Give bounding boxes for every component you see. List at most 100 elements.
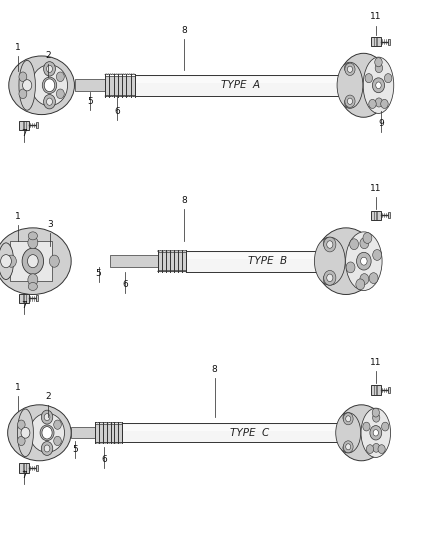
Circle shape — [346, 444, 351, 450]
Circle shape — [370, 425, 381, 440]
Bar — [123, 425, 360, 431]
Ellipse shape — [361, 408, 391, 457]
Ellipse shape — [346, 232, 382, 290]
Circle shape — [375, 58, 382, 67]
Circle shape — [18, 420, 25, 429]
Circle shape — [347, 66, 353, 72]
Bar — [135, 75, 364, 96]
Circle shape — [1, 255, 11, 268]
Text: 8: 8 — [181, 26, 187, 35]
Circle shape — [372, 408, 379, 417]
Bar — [75, 79, 105, 91]
Circle shape — [323, 273, 332, 285]
Circle shape — [343, 441, 353, 453]
Text: 8: 8 — [212, 365, 218, 374]
Circle shape — [344, 63, 352, 72]
Circle shape — [343, 443, 350, 452]
Circle shape — [350, 239, 359, 249]
Circle shape — [363, 422, 370, 431]
Text: 9: 9 — [378, 119, 384, 128]
Text: 7: 7 — [21, 471, 27, 480]
Bar — [10, 241, 52, 281]
Circle shape — [44, 414, 50, 421]
Ellipse shape — [18, 409, 33, 457]
Bar — [388, 212, 390, 219]
Circle shape — [19, 72, 27, 82]
Bar — [136, 77, 363, 83]
Bar — [36, 465, 38, 471]
Circle shape — [373, 443, 380, 452]
Bar — [19, 294, 29, 303]
Bar — [19, 463, 29, 473]
Text: 3: 3 — [47, 220, 53, 229]
Circle shape — [347, 98, 353, 104]
Ellipse shape — [0, 243, 14, 279]
Bar — [371, 211, 381, 220]
Text: 7: 7 — [21, 301, 27, 310]
Ellipse shape — [32, 65, 67, 106]
Circle shape — [381, 99, 388, 108]
Ellipse shape — [8, 405, 71, 461]
Circle shape — [360, 238, 369, 249]
Circle shape — [369, 273, 378, 284]
Ellipse shape — [9, 56, 74, 115]
Bar — [36, 122, 38, 128]
Text: TYPE  C: TYPE C — [230, 428, 269, 438]
Bar — [95, 424, 122, 442]
Text: 6: 6 — [122, 280, 128, 289]
Ellipse shape — [30, 413, 64, 453]
Circle shape — [22, 248, 44, 274]
Ellipse shape — [19, 60, 35, 110]
Circle shape — [363, 232, 372, 244]
Text: 5: 5 — [87, 96, 93, 106]
Circle shape — [376, 82, 381, 88]
Text: 6: 6 — [114, 107, 120, 116]
Text: 1: 1 — [14, 383, 21, 392]
Circle shape — [369, 99, 376, 108]
Circle shape — [345, 95, 355, 108]
Circle shape — [41, 441, 53, 455]
Circle shape — [41, 410, 53, 424]
Text: 2: 2 — [46, 51, 51, 60]
Bar — [158, 252, 186, 270]
Bar — [187, 253, 345, 259]
Circle shape — [44, 445, 50, 452]
Circle shape — [327, 274, 333, 281]
Circle shape — [373, 249, 381, 261]
Bar — [388, 38, 390, 45]
Circle shape — [344, 98, 352, 107]
Ellipse shape — [338, 53, 389, 117]
Circle shape — [367, 445, 374, 454]
Bar — [19, 120, 29, 130]
Bar — [36, 295, 38, 302]
Circle shape — [375, 98, 383, 107]
Circle shape — [360, 273, 369, 285]
Bar — [105, 76, 135, 95]
Ellipse shape — [28, 282, 37, 290]
Circle shape — [18, 437, 25, 446]
Text: 5: 5 — [95, 269, 102, 278]
Circle shape — [28, 237, 38, 248]
Circle shape — [385, 74, 392, 83]
Ellipse shape — [42, 77, 57, 93]
Text: 11: 11 — [370, 184, 381, 193]
Circle shape — [46, 98, 53, 106]
Text: 6: 6 — [101, 455, 107, 464]
Circle shape — [44, 79, 55, 92]
Circle shape — [357, 252, 371, 270]
Text: 1: 1 — [14, 43, 21, 52]
Circle shape — [372, 78, 385, 93]
Ellipse shape — [40, 425, 54, 441]
Bar — [71, 427, 95, 438]
Circle shape — [28, 255, 38, 268]
Ellipse shape — [337, 62, 363, 108]
Bar — [122, 423, 361, 442]
Bar — [110, 255, 158, 267]
Circle shape — [346, 416, 351, 422]
Text: 1: 1 — [14, 212, 21, 221]
Circle shape — [42, 426, 52, 439]
Text: 11: 11 — [370, 12, 381, 21]
Circle shape — [21, 427, 30, 438]
Circle shape — [356, 279, 365, 290]
Circle shape — [57, 72, 64, 82]
